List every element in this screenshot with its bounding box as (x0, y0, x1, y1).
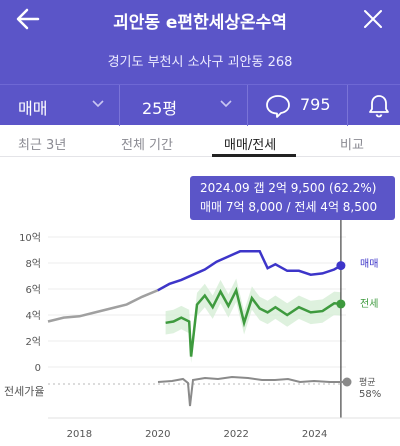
x-tick-label: 2024 (302, 429, 327, 440)
y-tick-label: 6억 (25, 284, 41, 296)
sale-line (157, 250, 342, 292)
ratio-line (157, 375, 346, 407)
price-tooltip: 2024.09 갭 2억 9,500 (62.2%) 매매 7억 8,000 /… (190, 176, 395, 220)
sale-current-point (336, 261, 346, 271)
jeonse-series-label: 전세 (360, 298, 378, 310)
trade-type-dropdown[interactable]: 매매 (0, 85, 120, 126)
title-bar: 괴안동 e편한세상온수역 (0, 0, 400, 38)
x-tick-label: 2020 (145, 429, 170, 440)
tab-recent-3y[interactable]: 최근 3년 (18, 138, 67, 153)
y-tick-labels: 10억 8억 6억 4억 2억 0 (19, 232, 41, 374)
app-header: 괴안동 e편한세상온수역 경기도 부천시 소사구 괴안동 268 매매 25평 … (0, 0, 400, 126)
chevron-down-icon (92, 100, 104, 108)
sale-pre-line (47, 282, 171, 323)
comments-button[interactable]: 795 (248, 85, 348, 126)
area-dropdown[interactable]: 25평 (120, 85, 248, 126)
period-tabs: 최근 3년 전체 기간 매매/전세 비교 (0, 125, 400, 157)
tooltip-prices-text: 매매 7억 8,000 / 전세 4억 8,500 (200, 200, 378, 214)
jeonse-range-band (165, 278, 341, 364)
address-text: 경기도 부천시 소사구 괴안동 268 (107, 55, 293, 70)
y-grid (48, 236, 346, 368)
ratio-current-point (342, 377, 352, 387)
arrow-left-icon[interactable] (14, 6, 42, 32)
comment-count: 795 (300, 95, 331, 114)
ratio-average-value: 58% (359, 389, 381, 400)
filter-bar: 매매 25평 795 (0, 84, 400, 126)
ratio-panel-label: 전세가율 (4, 385, 44, 398)
y-tick-label: 2억 (25, 336, 41, 348)
sale-series-label: 매매 (360, 258, 378, 270)
trade-type-label: 매매 (18, 99, 48, 118)
chevron-down-icon (220, 100, 232, 108)
bell-icon[interactable] (367, 93, 391, 119)
comment-icon (266, 95, 290, 118)
tooltip-gap-text: 2024.09 갭 2억 9,500 (62.2%) (200, 181, 377, 195)
y-tick-label: 4억 (25, 310, 41, 322)
y-tick-label: 0 (35, 363, 41, 374)
y-tick-label: 8억 (25, 258, 41, 270)
ratio-panel: 전세가율 평균 58% (4, 375, 381, 407)
tab-all-period[interactable]: 전체 기간 (121, 138, 173, 153)
active-tab-indicator (212, 154, 296, 157)
area-label: 25평 (142, 99, 178, 118)
ratio-average-caption: 평균 (359, 377, 376, 388)
x-tick-label: 2018 (67, 429, 92, 440)
page-title: 괴안동 e편한세상온수역 (113, 13, 287, 33)
close-icon[interactable] (360, 6, 386, 32)
tab-sale-jeonse[interactable]: 매매/전세 (224, 138, 277, 153)
tab-compare[interactable]: 비교 (340, 138, 364, 153)
y-tick-label: 10억 (19, 232, 41, 244)
jeonse-line (165, 286, 342, 357)
x-tick-label: 2022 (223, 429, 248, 440)
price-chart[interactable]: 10억 8억 6억 4억 2억 0 2018 2020 2022 2024 매매 전세 전세가율… (0, 170, 400, 446)
x-tick-labels: 2018 2020 2022 2024 (67, 429, 328, 440)
jeonse-current-point (336, 299, 346, 309)
